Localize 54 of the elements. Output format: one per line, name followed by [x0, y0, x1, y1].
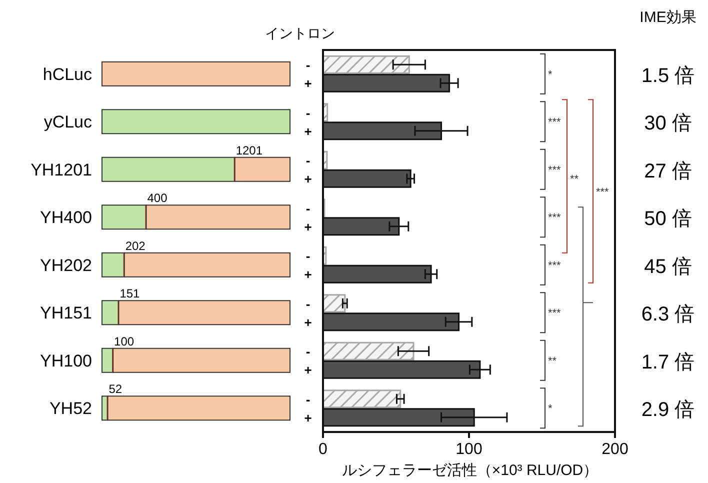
text: 1.7 倍 [641, 351, 695, 374]
annotation: *** [548, 164, 562, 176]
x-axis-title: ルシフェラーゼ活性（×10³ RLU/OD） [342, 462, 598, 479]
text: 1.5 倍 [641, 64, 695, 87]
data-label: 400 [147, 191, 168, 206]
text: 30 倍 [644, 112, 692, 135]
text: 50 倍 [644, 208, 692, 230]
series-label: + [304, 76, 312, 92]
category-label: YH1201 [30, 160, 92, 180]
text: + [304, 410, 312, 426]
category-label: YH52 [49, 399, 92, 418]
text: 27 倍 [644, 160, 692, 182]
text: - [306, 105, 310, 120]
text: - [306, 153, 310, 168]
data-label: 1201 [236, 143, 263, 158]
text: + [304, 314, 312, 330]
annotation: *** [596, 186, 610, 198]
x-tick-label: 100 [456, 441, 482, 458]
text: - [306, 296, 310, 312]
chart-title: イントロン [265, 25, 335, 41]
text: + [304, 124, 312, 139]
text: + [304, 219, 312, 234]
annotation: *** [548, 308, 562, 320]
text: - [306, 344, 310, 360]
annotation: *** [548, 116, 562, 129]
text: - [306, 200, 310, 216]
annotation: * [548, 403, 553, 416]
category-label: YH100 [40, 351, 92, 370]
data-label: 151 [120, 286, 140, 301]
text: 2.9 倍 [641, 399, 695, 422]
text: + [304, 172, 312, 187]
x-tick-label: 200 [602, 441, 628, 458]
annotation: ** [548, 355, 558, 368]
category-label: YH151 [40, 304, 92, 323]
text: IME効果 [640, 9, 696, 26]
data-label: 100 [114, 334, 134, 348]
annotation: *** [548, 260, 562, 272]
text: - [306, 392, 310, 407]
annotation: *** [548, 212, 562, 224]
category-label: YH202 [40, 256, 92, 275]
series-label: - [306, 58, 310, 73]
data-label: 52 [108, 382, 122, 396]
text: + [304, 267, 312, 282]
annotation: * [548, 68, 553, 81]
text: 45 倍 [644, 256, 692, 278]
text: + [304, 362, 312, 378]
category-label: YH400 [40, 208, 92, 228]
data-label: 202 [125, 238, 146, 253]
text: - [306, 248, 310, 264]
annotation: ** [570, 173, 580, 186]
x-tick-label: 0 [318, 441, 328, 458]
category-label: yCLuc [44, 112, 92, 132]
text: 6.3 倍 [641, 304, 695, 326]
category-label: hCLuc [42, 64, 92, 84]
